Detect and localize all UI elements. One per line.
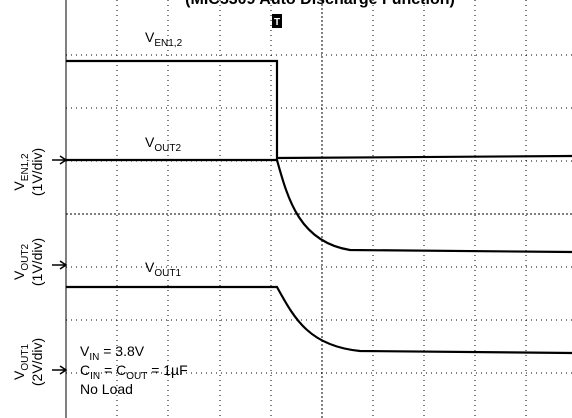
title: (MIC5309 Auto Discharge Function) xyxy=(185,0,455,8)
trace-label: VOUT1 xyxy=(145,259,181,279)
trace-label: VOUT2 xyxy=(145,134,181,154)
grid xyxy=(65,0,572,418)
arrow xyxy=(52,260,68,270)
condition: CIN = COUT = 1µF xyxy=(80,362,188,382)
trace-out2 xyxy=(66,158,572,254)
trigger-label: T xyxy=(274,17,280,28)
trigger-marker xyxy=(272,14,282,28)
condition: No Load xyxy=(80,381,133,397)
channel-label: VOUT1 xyxy=(11,344,31,380)
channel-label: VEN1,2 xyxy=(11,153,31,191)
trace-en xyxy=(66,59,572,160)
condition: VIN = 3.8V xyxy=(80,343,145,363)
channel-scale: (1V/div) xyxy=(29,238,45,286)
trace-label: VEN1,2 xyxy=(145,29,183,49)
channel-scale: (1V/div) xyxy=(29,148,45,196)
channel-label: VOUT2 xyxy=(11,244,31,280)
channel-markers xyxy=(52,155,68,375)
arrow xyxy=(52,365,68,375)
trace-out1 xyxy=(66,285,572,355)
channel-scale: (2V/div) xyxy=(29,338,45,386)
arrow xyxy=(52,155,68,165)
